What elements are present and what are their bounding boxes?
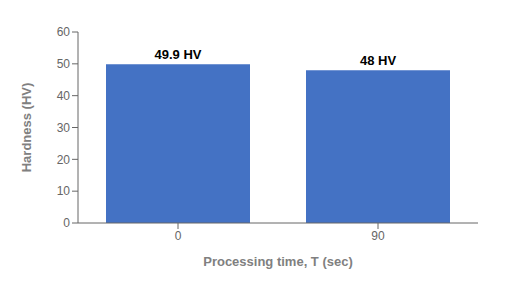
svg-text:90: 90 xyxy=(371,229,385,243)
svg-text:Processing time, T (sec): Processing time, T (sec) xyxy=(203,254,353,269)
svg-text:0: 0 xyxy=(63,216,70,230)
svg-text:Hardness (HV): Hardness (HV) xyxy=(19,83,34,173)
svg-text:48 HV: 48 HV xyxy=(360,53,396,68)
svg-text:60: 60 xyxy=(57,25,71,39)
svg-text:10: 10 xyxy=(57,184,71,198)
svg-text:0: 0 xyxy=(175,229,182,243)
svg-text:49.9 HV: 49.9 HV xyxy=(155,47,202,62)
svg-text:50: 50 xyxy=(57,57,71,71)
svg-text:30: 30 xyxy=(57,121,71,135)
svg-text:40: 40 xyxy=(57,89,71,103)
svg-text:20: 20 xyxy=(57,153,71,167)
